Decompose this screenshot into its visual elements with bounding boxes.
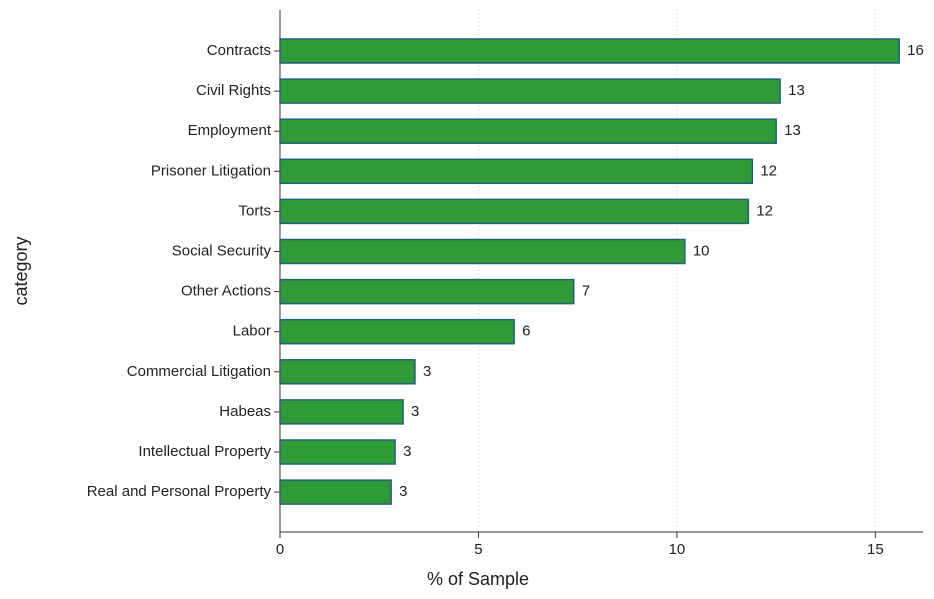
bar bbox=[279, 78, 781, 104]
bar bbox=[279, 479, 392, 505]
x-tick-label: 15 bbox=[867, 541, 884, 558]
y-tick-label: Civil Rights bbox=[196, 82, 271, 99]
bar bbox=[279, 399, 404, 425]
y-tick-label: Prisoner Litigation bbox=[151, 162, 271, 179]
x-axis-title: % of Sample bbox=[427, 569, 529, 589]
y-tick-label: Real and Personal Property bbox=[87, 483, 272, 500]
y-tick-label: Employment bbox=[188, 122, 272, 139]
y-tick-label: Habeas bbox=[219, 403, 271, 420]
value-label: 13 bbox=[788, 82, 805, 99]
x-tick-label: 0 bbox=[276, 541, 284, 558]
y-tick-label: Contracts bbox=[207, 42, 271, 59]
value-label: 13 bbox=[784, 122, 801, 139]
y-tick-label: Labor bbox=[233, 323, 271, 340]
value-label: 10 bbox=[693, 242, 710, 259]
bar bbox=[279, 198, 750, 225]
x-tick-label: 10 bbox=[669, 541, 686, 558]
bar bbox=[279, 318, 515, 345]
bar bbox=[279, 158, 754, 185]
y-tick-label: Other Actions bbox=[181, 283, 271, 300]
y-axis-title: category bbox=[11, 236, 31, 305]
value-label: 3 bbox=[403, 443, 411, 460]
value-label: 6 bbox=[522, 323, 530, 340]
value-label: 7 bbox=[582, 283, 590, 300]
y-tick-label: Social Security bbox=[172, 242, 272, 259]
y-tick-label: Torts bbox=[238, 202, 271, 219]
bar bbox=[279, 118, 777, 144]
y-tick-label: Commercial Litigation bbox=[127, 363, 271, 380]
value-label: 12 bbox=[760, 162, 777, 179]
bar bbox=[279, 439, 396, 465]
value-label: 3 bbox=[399, 483, 407, 500]
value-label: 3 bbox=[411, 403, 419, 420]
y-tick-label: Intellectual Property bbox=[138, 443, 271, 460]
bar bbox=[279, 38, 900, 64]
bar bbox=[279, 359, 416, 385]
bar bbox=[279, 278, 575, 305]
value-label: 12 bbox=[756, 202, 773, 219]
bar bbox=[279, 238, 686, 265]
x-tick-label: 5 bbox=[474, 541, 482, 558]
value-label: 3 bbox=[423, 363, 431, 380]
value-label: 16 bbox=[907, 42, 924, 59]
